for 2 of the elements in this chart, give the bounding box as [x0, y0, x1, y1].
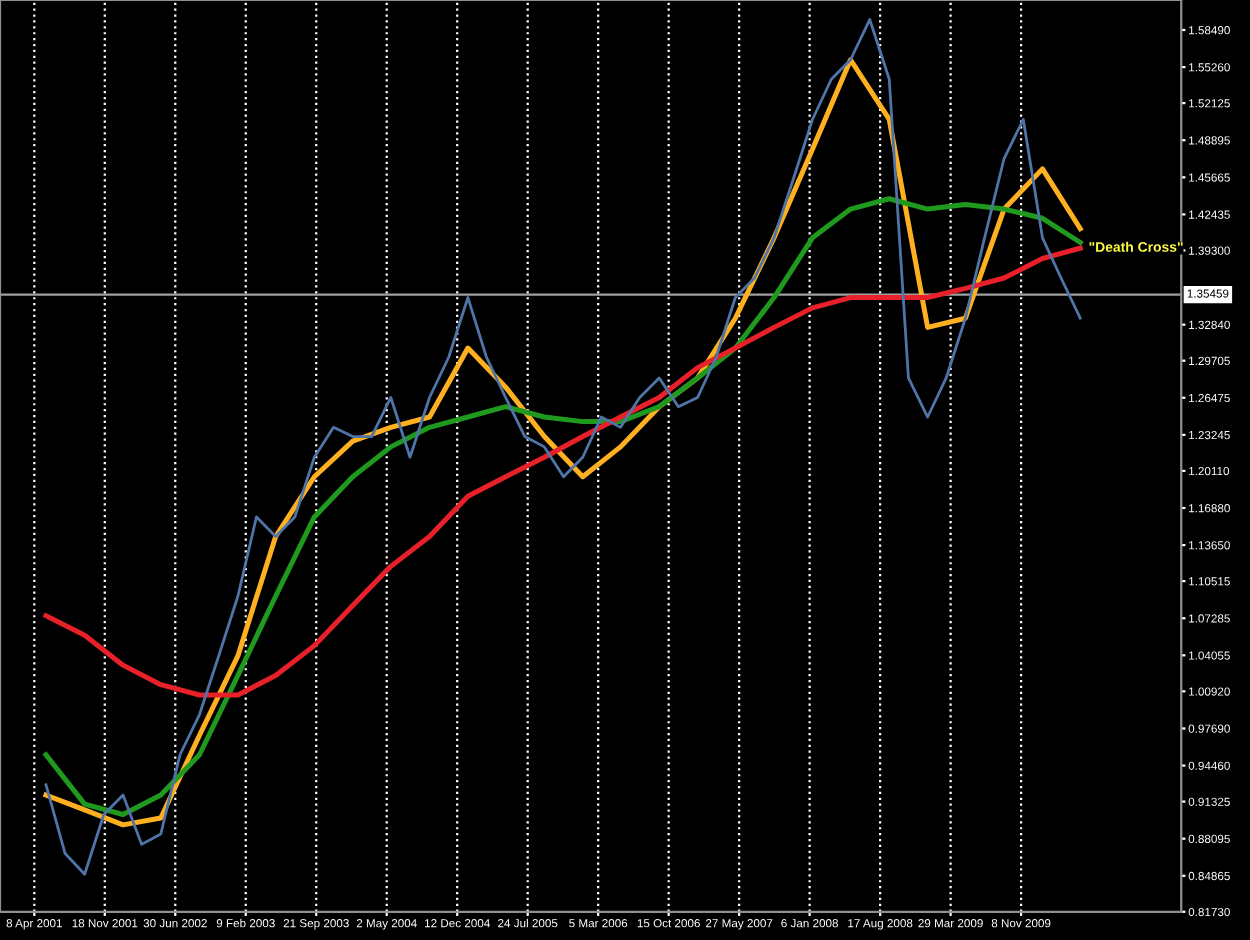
line-series: [43, 196, 1083, 817]
line-series: [43, 245, 1083, 698]
